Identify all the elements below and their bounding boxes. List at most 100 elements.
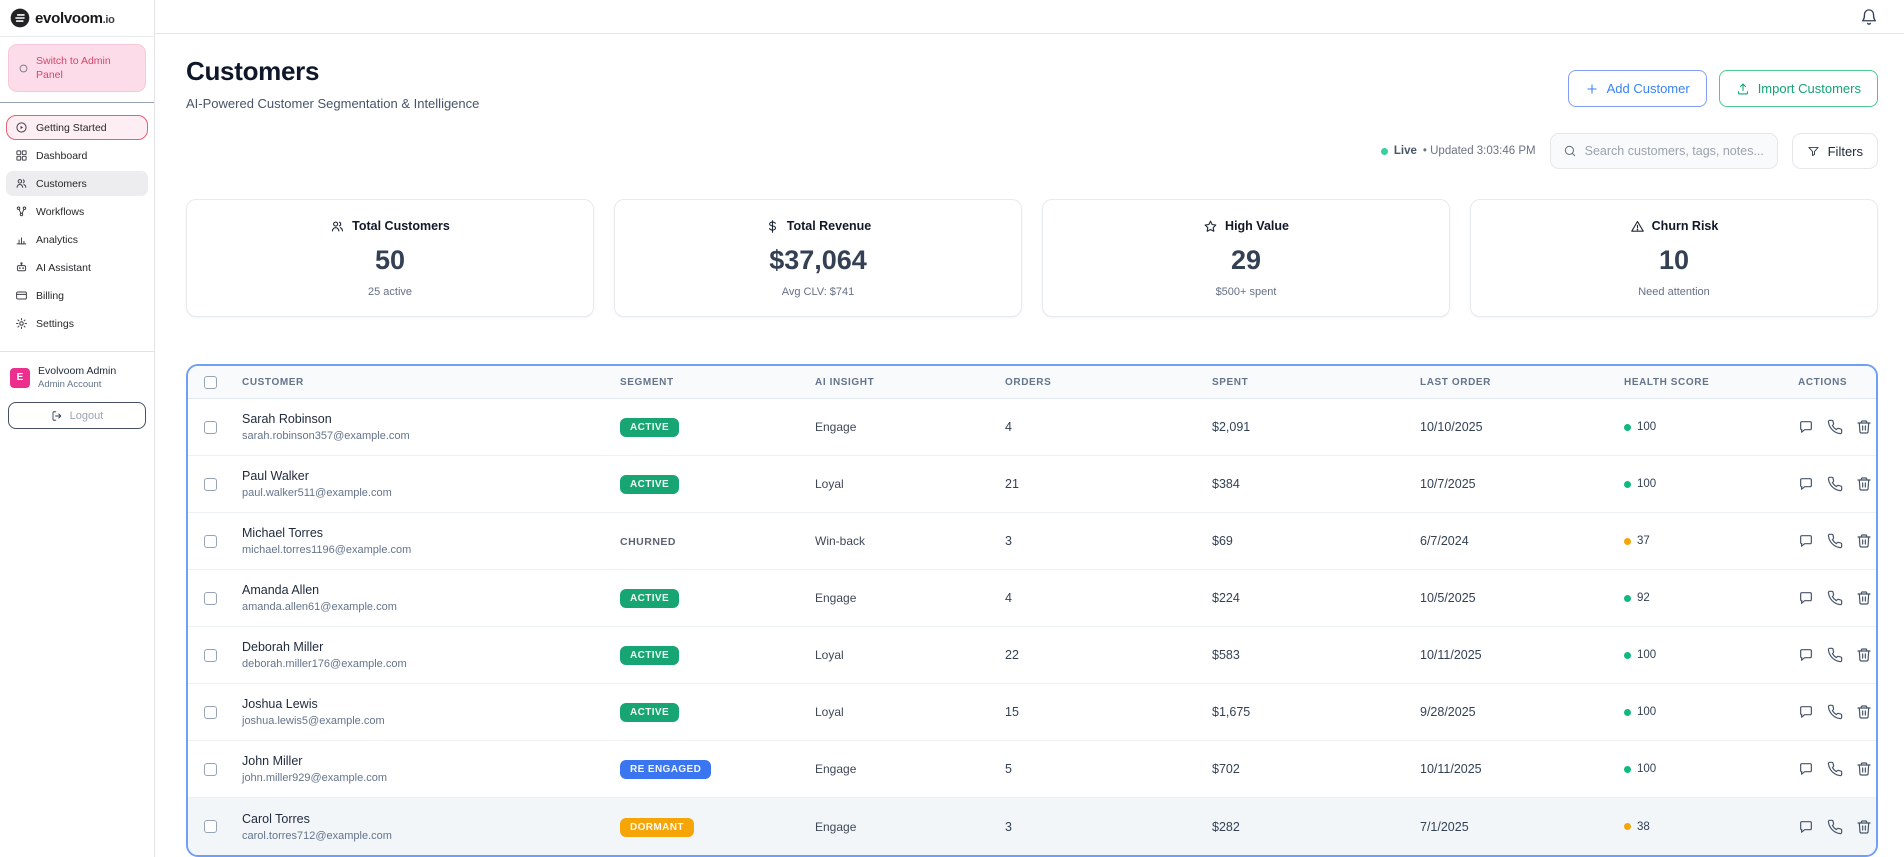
add-customer-button[interactable]: Add Customer: [1567, 70, 1707, 107]
message-button[interactable]: [1798, 590, 1814, 606]
orders-value: 5: [1005, 762, 1012, 776]
row-checkbox[interactable]: [204, 591, 217, 605]
segment-badge: ACTIVE: [620, 589, 680, 608]
call-button[interactable]: [1827, 533, 1843, 549]
table-row[interactable]: Carol Torres carol.torres712@example.com…: [188, 798, 1876, 855]
message-button[interactable]: [1798, 819, 1814, 835]
call-button[interactable]: [1827, 704, 1843, 720]
stat-value: 50: [374, 244, 406, 275]
sidebar-item[interactable]: AI Assistant: [6, 255, 148, 280]
sidebar-item[interactable]: Billing: [6, 283, 148, 308]
import-customers-button[interactable]: Import Customers: [1718, 70, 1878, 107]
delete-button[interactable]: [1856, 419, 1872, 435]
row-checkbox[interactable]: [204, 420, 217, 434]
user-name: Evolvoom Admin: [38, 365, 117, 378]
column-header-ai-insight: AI INSIGHT: [815, 376, 875, 388]
logout-button[interactable]: Logout: [8, 402, 146, 430]
row-checkbox[interactable]: [204, 705, 217, 719]
message-button[interactable]: [1798, 476, 1814, 492]
sidebar-divider: [0, 102, 154, 104]
customer-email: carol.torres712@example.com: [242, 829, 392, 842]
stat-label: Total Customers: [352, 219, 450, 233]
delete-button[interactable]: [1856, 819, 1872, 835]
health-dot-icon: [1624, 537, 1631, 545]
orders-value: 3: [1005, 819, 1012, 834]
filters-button[interactable]: Filters: [1791, 133, 1878, 169]
spent-value: $702: [1212, 762, 1240, 776]
sidebar-nav: Getting Started Dashboard Customers Work…: [0, 103, 154, 339]
sidebar-item-label: Getting Started: [36, 121, 107, 134]
table-row[interactable]: Joshua Lewis joshua.lewis5@example.com A…: [188, 684, 1876, 741]
bell-icon[interactable]: [1860, 8, 1878, 26]
table-header-row: CUSTOMER SEGMENT AI INSIGHT ORDERS SPENT…: [188, 366, 1876, 399]
sidebar: evolvoom.io Switch to Admin Panel Gettin…: [0, 0, 155, 857]
call-button[interactable]: [1827, 476, 1843, 492]
sidebar-item-label: Analytics: [36, 233, 79, 246]
message-button[interactable]: [1798, 704, 1814, 720]
search-box[interactable]: [1549, 133, 1778, 169]
chat-icon: [1800, 592, 1812, 604]
message-button[interactable]: [1798, 761, 1814, 777]
updated-timestamp: • Updated 3:03:46 PM: [1422, 145, 1536, 157]
table-row[interactable]: Paul Walker paul.walker511@example.com A…: [188, 456, 1876, 513]
delete-button[interactable]: [1856, 476, 1872, 492]
customer-name: Michael Torres: [242, 526, 324, 540]
credit-card-icon: [15, 289, 28, 302]
delete-button[interactable]: [1856, 704, 1872, 720]
message-button[interactable]: [1798, 419, 1814, 435]
switch-to-admin-button[interactable]: Switch to Admin Panel: [8, 44, 146, 93]
customer-name: Sarah Robinson: [242, 412, 332, 426]
table-row[interactable]: Amanda Allen amanda.allen61@example.com …: [188, 570, 1876, 627]
last-order-value: 6/7/2024: [1420, 534, 1469, 548]
users-icon: [15, 177, 28, 190]
row-checkbox[interactable]: [204, 648, 217, 662]
ai-insight: Engage: [815, 420, 857, 434]
stat-card: Total Revenue $37,064 Avg CLV: $741: [614, 199, 1022, 317]
customer-email: deborah.miller176@example.com: [242, 658, 407, 670]
sidebar-item[interactable]: Customers: [6, 171, 148, 197]
message-button[interactable]: [1798, 647, 1814, 663]
play-circle-icon: [15, 121, 28, 134]
delete-button[interactable]: [1856, 761, 1872, 777]
sidebar-item[interactable]: Settings: [6, 311, 148, 336]
delete-button[interactable]: [1856, 590, 1872, 606]
stat-sub-label: $500+ spent: [1215, 285, 1277, 298]
sidebar-item[interactable]: Workflows: [6, 199, 148, 224]
grid-icon: [15, 149, 28, 162]
call-button[interactable]: [1827, 761, 1843, 777]
sidebar-item-label: Billing: [36, 289, 65, 302]
delete-button[interactable]: [1856, 533, 1872, 549]
call-button[interactable]: [1827, 647, 1843, 663]
stat-card: Churn Risk 10 Need attention: [1470, 199, 1878, 317]
health-dot-icon: [1624, 708, 1631, 716]
table-row[interactable]: Michael Torres michael.torres1196@exampl…: [188, 513, 1876, 570]
sidebar-item[interactable]: Getting Started: [6, 115, 148, 141]
delete-button[interactable]: [1856, 647, 1872, 663]
table-row[interactable]: Sarah Robinson sarah.robinson357@example…: [188, 399, 1876, 456]
switch-to-admin-label: Switch to Admin Panel: [36, 55, 111, 82]
sidebar-bottom-divider: [0, 351, 154, 353]
logo-icon: [10, 8, 30, 28]
column-header-orders: ORDERS: [1005, 376, 1052, 388]
call-button[interactable]: [1827, 419, 1843, 435]
call-button[interactable]: [1827, 819, 1843, 835]
sidebar-item[interactable]: Dashboard: [6, 143, 148, 168]
plus-icon: [1586, 83, 1597, 94]
table-row[interactable]: Deborah Miller deborah.miller176@example…: [188, 627, 1876, 684]
table-row[interactable]: John Miller john.miller929@example.com R…: [188, 741, 1876, 798]
row-checkbox[interactable]: [204, 477, 217, 491]
page-title: Customers: [186, 56, 320, 86]
message-button[interactable]: [1798, 533, 1814, 549]
ai-insight: Engage: [815, 762, 857, 776]
last-order-value: 10/11/2025: [1420, 648, 1482, 662]
search-input[interactable]: [1584, 144, 1765, 158]
trash-icon: [1857, 534, 1871, 548]
select-all-checkbox[interactable]: [204, 375, 217, 389]
row-checkbox[interactable]: [204, 534, 217, 548]
row-checkbox[interactable]: [204, 820, 217, 833]
star-icon: [1203, 219, 1218, 234]
live-status: Live • Updated 3:03:46 PM: [1380, 145, 1536, 157]
call-button[interactable]: [1827, 590, 1843, 606]
sidebar-item[interactable]: Analytics: [6, 227, 148, 252]
row-checkbox[interactable]: [204, 762, 217, 776]
